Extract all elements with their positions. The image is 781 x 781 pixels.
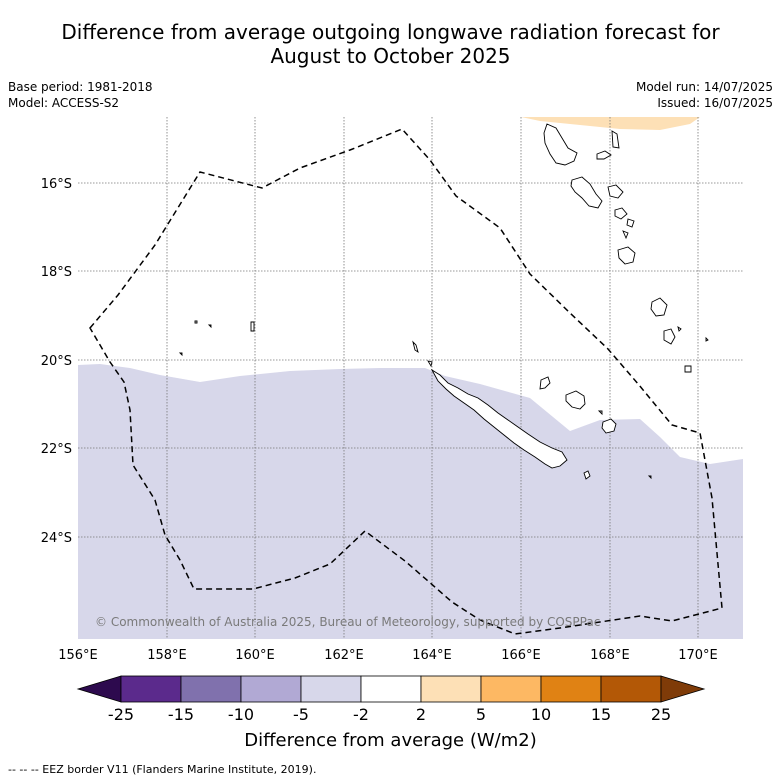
lon-label: 170°E bbox=[678, 648, 718, 663]
colorbar-bin bbox=[120, 675, 182, 703]
lon-label: 168°E bbox=[590, 648, 630, 663]
isle-of-pines bbox=[583, 470, 591, 480]
lat-label: 20°S bbox=[41, 354, 72, 369]
map-gridlines bbox=[78, 117, 743, 639]
colorbar-labels: -25 -15 -10 -5 -2 2 5 10 15 25 bbox=[108, 705, 671, 724]
colorbar-min-extend bbox=[76, 675, 122, 703]
model-name: Model: ACCESS-S2 bbox=[8, 96, 120, 110]
lon-label: 156°E bbox=[58, 648, 98, 663]
colorbar-bin bbox=[300, 675, 362, 703]
colorbar-label: 5 bbox=[476, 705, 486, 724]
base-period: Base period: 1981-2018 bbox=[8, 80, 153, 94]
colorbar-title: Difference from average (W/m2) bbox=[244, 730, 537, 751]
anomaly-region-positive bbox=[521, 117, 700, 130]
erromango bbox=[650, 297, 668, 317]
new-caledonia-island bbox=[430, 368, 568, 469]
lon-label: 162°E bbox=[324, 648, 364, 663]
map-title-line2: August to October 2025 bbox=[270, 44, 511, 68]
colorbar bbox=[76, 675, 706, 703]
tanna bbox=[663, 328, 676, 345]
lon-label: 158°E bbox=[147, 648, 187, 663]
lon-label: 160°E bbox=[235, 648, 275, 663]
colorbar-bin bbox=[600, 675, 662, 703]
ouvea-island bbox=[539, 376, 551, 390]
colorbar-label: 10 bbox=[531, 705, 551, 724]
colorbar-bin bbox=[240, 675, 302, 703]
eez-footnote: -- -- -- EEZ border V11 (Flanders Marine… bbox=[8, 763, 317, 776]
model-run: Model run: 14/07/2025 bbox=[635, 80, 773, 94]
efate bbox=[617, 246, 636, 265]
colorbar-label: -10 bbox=[228, 705, 254, 724]
longitude-axis: 156°E 158°E 160°E 162°E 164°E 166°E 168°… bbox=[58, 648, 718, 663]
malekula bbox=[570, 176, 603, 209]
colorbar-label: 15 bbox=[591, 705, 611, 724]
lon-label: 166°E bbox=[501, 648, 541, 663]
copyright-notice: © Commonwealth of Australia 2025, Bureau… bbox=[95, 615, 600, 629]
map-title-line1: Difference from average outgoing longwav… bbox=[61, 20, 720, 44]
lat-label: 24°S bbox=[41, 531, 72, 546]
lat-label: 16°S bbox=[41, 177, 72, 192]
lifou-island bbox=[565, 390, 586, 410]
lon-label: 164°E bbox=[412, 648, 452, 663]
colorbar-label: -25 bbox=[108, 705, 134, 724]
colorbar-label: -2 bbox=[353, 705, 369, 724]
eez-border bbox=[89, 128, 723, 635]
espiritu-santo bbox=[543, 123, 578, 166]
colorbar-label: 25 bbox=[651, 705, 671, 724]
latitude-axis: 16°S 18°S 20°S 22°S 24°S bbox=[41, 177, 72, 546]
colorbar-bin bbox=[360, 675, 422, 703]
colorbar-max-extend bbox=[660, 675, 706, 703]
colorbar-label: 2 bbox=[416, 705, 426, 724]
colorbar-bin bbox=[180, 675, 242, 703]
colorbar-bin bbox=[540, 675, 602, 703]
colorbar-bin bbox=[480, 675, 542, 703]
issued-date: Issued: 16/07/2025 bbox=[657, 96, 773, 110]
mare-island bbox=[601, 418, 617, 434]
colorbar-bin bbox=[420, 675, 482, 703]
anomaly-region-negative bbox=[78, 364, 743, 639]
colorbar-label: -5 bbox=[293, 705, 309, 724]
lat-label: 22°S bbox=[41, 442, 72, 457]
lat-label: 18°S bbox=[41, 265, 72, 280]
colorbar-label: -15 bbox=[168, 705, 194, 724]
coastlines bbox=[178, 123, 709, 480]
